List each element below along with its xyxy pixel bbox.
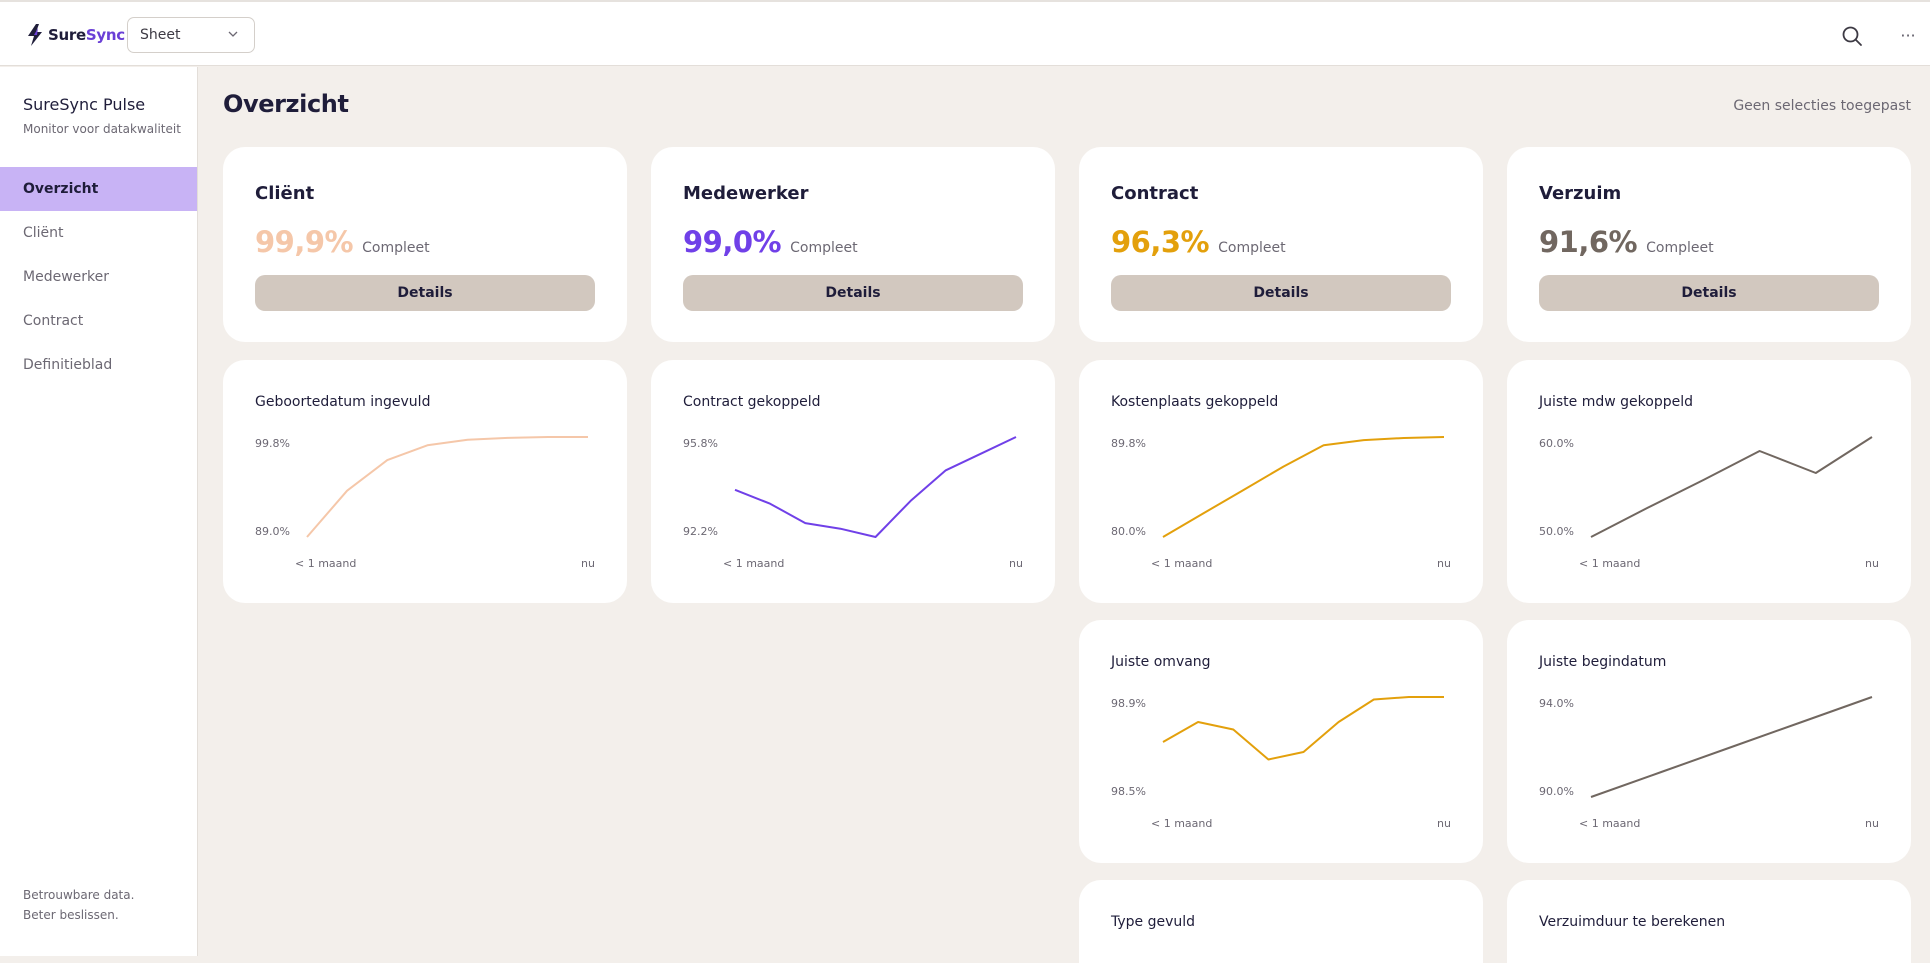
summary-card-verzuim: Verzuim 91,6% Compleet Details	[1507, 147, 1911, 342]
sidebar-item-contract[interactable]: Contract	[23, 313, 84, 329]
page-title: Overzicht	[223, 90, 349, 118]
details-button[interactable]: Details	[1539, 275, 1879, 311]
series-line	[1590, 696, 1873, 798]
sidebar-nav: Overzicht Cliënt Medewerker Contract Def…	[0, 167, 197, 387]
suresync-logo[interactable]: SureSync	[25, 22, 125, 48]
x-axis-start-label: < 1 maand	[723, 557, 785, 570]
chart-title: Juiste mdw gekoppeld	[1539, 394, 1693, 410]
x-axis-start-label: < 1 maand	[295, 557, 357, 570]
x-axis-end-label: nu	[581, 557, 595, 570]
completeness-label: Compleet	[790, 240, 858, 256]
y-axis-max-label: 99.8%	[255, 437, 290, 450]
summary-card-client: Cliënt 99,9% Compleet Details	[223, 147, 627, 342]
x-axis-end-label: nu	[1009, 557, 1023, 570]
logo-wordmark: SureSync	[48, 26, 125, 44]
card-title: Contract	[1111, 183, 1199, 204]
completeness-label: Compleet	[1646, 240, 1714, 256]
chart-card-juiste-omvang: Juiste omvang 98.9% 98.5% < 1 maand nu	[1079, 620, 1483, 863]
card-title: Cliënt	[255, 183, 315, 204]
chevron-down-icon	[228, 31, 238, 37]
y-axis-max-label: 98.9%	[1111, 697, 1146, 710]
chart-card-kostenplaats: Kostenplaats gekoppeld 89.8% 80.0% < 1 m…	[1079, 360, 1483, 603]
sidebar-app-subtitle: Monitor voor datakwaliteit	[23, 122, 181, 136]
chart-title: Juiste begindatum	[1539, 654, 1667, 670]
y-axis-max-label: 89.8%	[1111, 437, 1146, 450]
line-chart	[1162, 696, 1444, 761]
tagline-line-1: Betrouwbare data.	[23, 888, 135, 902]
series-line	[1590, 436, 1873, 538]
y-axis-max-label: 95.8%	[683, 437, 718, 450]
y-axis-min-label: 80.0%	[1111, 525, 1146, 538]
summary-card-contract: Contract 96,3% Compleet Details	[1079, 147, 1483, 342]
sheet-select[interactable]: Sheet	[127, 17, 255, 53]
line-chart	[1590, 436, 1873, 538]
search-icon[interactable]	[1840, 24, 1864, 48]
completeness-percent: 91,6%	[1539, 225, 1638, 259]
chart-title: Kostenplaats gekoppeld	[1111, 394, 1279, 410]
details-button[interactable]: Details	[1111, 275, 1451, 311]
chart-card-geboortedatum: Geboortedatum ingevuld 99.8% 89.0% < 1 m…	[223, 360, 627, 603]
tagline-line-2: Beter beslissen.	[23, 908, 119, 922]
y-axis-min-label: 92.2%	[683, 525, 718, 538]
series-line	[306, 436, 588, 538]
sheet-select-value: Sheet	[140, 27, 181, 43]
x-axis-end-label: nu	[1437, 817, 1451, 830]
line-chart	[1162, 436, 1445, 538]
completeness-row: 96,3% Compleet	[1111, 225, 1286, 259]
summary-card-medewerker: Medewerker 99,0% Compleet Details	[651, 147, 1055, 342]
x-axis-end-label: nu	[1865, 817, 1879, 830]
chart-title: Contract gekoppeld	[683, 394, 821, 410]
x-axis-end-label: nu	[1437, 557, 1451, 570]
series-line	[1162, 436, 1445, 538]
chart-card-juiste-begindatum: Juiste begindatum 94.0% 90.0% < 1 maand …	[1507, 620, 1911, 863]
y-axis-min-label: 89.0%	[255, 525, 290, 538]
top-bar: SureSync Sheet ···	[0, 0, 1930, 66]
sidebar-tagline: Betrouwbare data. Beter beslissen.	[23, 885, 134, 925]
series-line	[1162, 696, 1444, 761]
x-axis-start-label: < 1 maand	[1151, 817, 1213, 830]
y-axis-min-label: 98.5%	[1111, 785, 1146, 798]
logo-bolt-icon	[28, 24, 42, 46]
completeness-row: 99,9% Compleet	[255, 225, 430, 259]
y-axis-max-label: 94.0%	[1539, 697, 1574, 710]
chart-title: Verzuimduur te berekenen	[1539, 914, 1726, 930]
completeness-percent: 99,9%	[255, 225, 354, 259]
sidebar-item-client[interactable]: Cliënt	[23, 225, 64, 241]
card-title: Medewerker	[683, 183, 809, 204]
chart-card-verzuimduur: Verzuimduur te berekenen	[1507, 880, 1911, 963]
x-axis-end-label: nu	[1865, 557, 1879, 570]
x-axis-start-label: < 1 maand	[1579, 557, 1641, 570]
chart-title: Juiste omvang	[1111, 654, 1211, 670]
completeness-label: Compleet	[362, 240, 430, 256]
x-axis-start-label: < 1 maand	[1151, 557, 1213, 570]
completeness-row: 91,6% Compleet	[1539, 225, 1714, 259]
sidebar-app-title: SureSync Pulse	[23, 95, 146, 114]
y-axis-max-label: 60.0%	[1539, 437, 1574, 450]
more-options-icon[interactable]: ···	[1900, 26, 1916, 45]
completeness-percent: 99,0%	[683, 225, 782, 259]
chart-card-contract-gekoppeld: Contract gekoppeld 95.8% 92.2% < 1 maand…	[651, 360, 1055, 603]
completeness-row: 99,0% Compleet	[683, 225, 858, 259]
sidebar-item-definitieblad[interactable]: Definitieblad	[23, 357, 113, 373]
chart-card-juiste-mdw: Juiste mdw gekoppeld 60.0% 50.0% < 1 maa…	[1507, 360, 1911, 603]
line-chart	[734, 436, 1017, 538]
chart-card-type-gevuld: Type gevuld	[1079, 880, 1483, 963]
chart-title: Type gevuld	[1111, 914, 1196, 930]
line-chart	[306, 436, 588, 538]
details-button[interactable]: Details	[255, 275, 595, 311]
line-chart	[1590, 696, 1873, 798]
sidebar-item-overzicht[interactable]: Overzicht	[0, 167, 197, 211]
details-button[interactable]: Details	[683, 275, 1023, 311]
selection-status: Geen selecties toegepast	[1733, 98, 1911, 114]
series-line	[734, 436, 1017, 538]
y-axis-min-label: 50.0%	[1539, 525, 1574, 538]
card-title: Verzuim	[1539, 183, 1622, 204]
chart-title: Geboortedatum ingevuld	[255, 394, 431, 410]
y-axis-min-label: 90.0%	[1539, 785, 1574, 798]
sidebar: SureSync Pulse Monitor voor datakwalitei…	[0, 67, 198, 956]
sidebar-item-medewerker[interactable]: Medewerker	[23, 269, 109, 285]
completeness-label: Compleet	[1218, 240, 1286, 256]
completeness-percent: 96,3%	[1111, 225, 1210, 259]
x-axis-start-label: < 1 maand	[1579, 817, 1641, 830]
